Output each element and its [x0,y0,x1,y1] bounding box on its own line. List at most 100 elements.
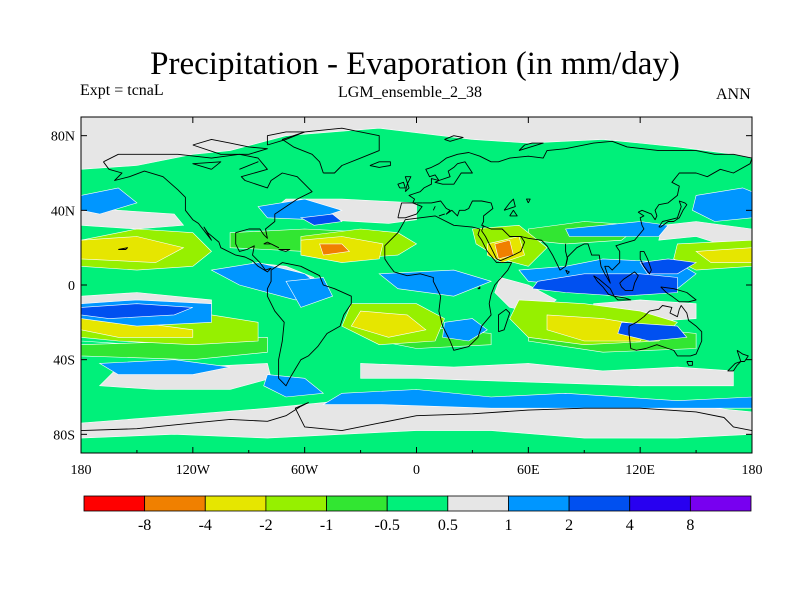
x-tick-label: 120W [176,463,211,478]
colorbar-label: -2 [259,517,272,534]
contour-region-level-8 [531,273,678,297]
x-tick-label: 180 [71,463,92,478]
colorbar-swatch [326,495,388,512]
coastline [438,213,445,217]
map-axes: 180 120W 60W 0 60E 120E 180 80N 40N 0 40S 80S [51,117,763,478]
y-tick-label: 40S [53,354,75,369]
coastline [639,250,652,275]
coastline [192,138,268,155]
y-tick-label: 80S [53,428,75,443]
colorbar-label: 8 [686,517,694,534]
season-label: ANN [716,86,751,103]
coastline [239,161,259,170]
coastline [278,249,291,252]
contour-region-level-1 [319,243,351,256]
contour-fields [81,117,752,439]
coastlines [81,127,752,432]
coastline [593,275,615,297]
y-tick-label: 80N [51,130,75,145]
contour-region-level-6 [360,363,734,387]
colorbar-label: 1 [504,517,512,534]
colorbar-label: 0.5 [438,517,458,534]
coastline [384,215,513,351]
coastline [408,140,752,284]
colorbar-label: -1 [320,517,333,534]
contour-region-level-7 [263,374,325,398]
contour-region-level-8 [617,321,688,342]
colorbar-label: -4 [199,517,212,534]
plot-title: Precipitation - Evaporation (in mm/day) [150,46,680,82]
coastline [397,202,423,219]
x-tick-label: 120E [625,463,655,478]
coastline [477,286,481,290]
contour-region-level-7 [322,389,752,409]
coastline [628,305,703,357]
coastline [118,247,129,250]
contour-region-level-7 [81,187,138,215]
contour-region-level-8 [81,303,193,319]
colorbar-swatch [83,495,146,512]
coastline [103,153,313,273]
coastline [660,286,697,303]
coastline [432,206,436,211]
coastline [686,361,693,366]
colorbar-swatch [265,495,327,512]
colorbar-swatch [144,495,206,512]
colorbar-label: -0.5 [375,517,400,534]
colorbar-swatch [386,495,449,512]
coastline [619,271,639,292]
colorbar-swatch [204,495,267,512]
colorbar-swatch [508,495,570,512]
coastline [281,127,380,174]
contour-region-level-7 [692,187,752,222]
contour-region-level-8 [299,213,343,226]
contour-region-level-7 [442,318,488,342]
x-tick-label: 180 [742,463,763,478]
colorbar-label: 4 [626,517,634,534]
coastline [422,200,526,262]
coastline [565,269,570,275]
colorbar-swatch [629,495,691,512]
x-tick-label: 60E [517,463,540,478]
coastline [503,198,516,211]
colorbar: -8 -4 -2 -1 -0.5 0.5 1 2 4 8 [83,495,752,534]
case-label: LGM_ensemble_2_38 [338,84,482,101]
coastline [266,131,306,146]
experiment-label: Expt = tcnaL [80,82,164,99]
contour-region-level-6 [81,117,752,170]
contour-region-level-7 [285,277,334,308]
coastline [369,161,391,168]
coastline [658,200,688,228]
colorbar-swatch [568,495,631,512]
contour-region-level-7 [378,269,493,297]
coastline [509,209,518,217]
colorbar-swatch [689,495,752,512]
coastline [565,243,568,267]
contour-region-level-7 [98,359,231,375]
coastline [397,181,406,189]
coastline [526,198,531,204]
coastline [613,295,632,301]
contour-region-level-8 [639,258,697,275]
coastline [81,402,752,432]
coastline [266,262,352,387]
x-tick-label: 0 [413,463,420,478]
coastline [444,135,464,142]
colorbar-label: 2 [565,517,573,534]
coastline [263,241,280,249]
contour-region-level-2 [695,247,752,263]
coastline [404,176,412,193]
coastline [498,308,511,333]
contour-region-level-2 [350,310,427,338]
coastline [727,361,742,372]
colorbar-label: -8 [138,517,151,534]
coastline [518,142,544,152]
x-tick-label: 60W [291,463,319,478]
coastline [192,161,222,170]
contour-region-level-2 [81,236,185,263]
colorbar-swatch [447,495,509,512]
coastline [736,349,749,362]
y-tick-label: 0 [68,279,75,294]
y-tick-label: 40N [51,204,75,219]
